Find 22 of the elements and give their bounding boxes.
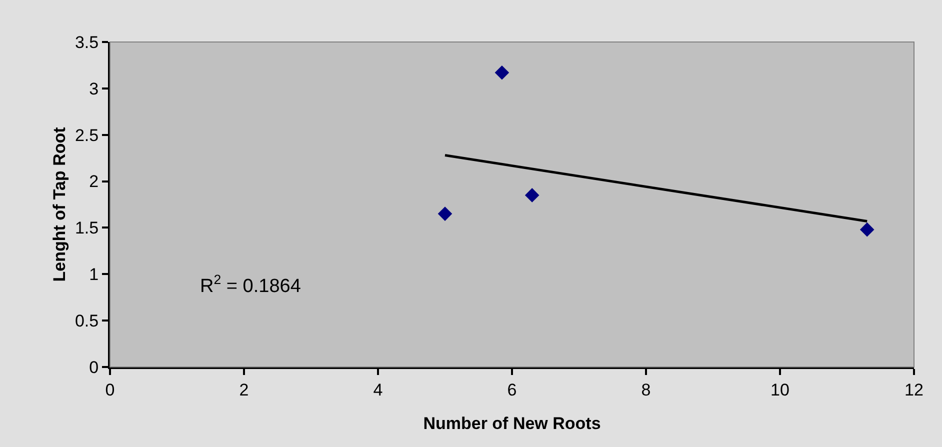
x-tick-label: 8 — [641, 380, 651, 400]
point — [494, 65, 510, 80]
y-tick-label: 0 — [89, 358, 99, 377]
y-tick-label: 2.5 — [74, 126, 99, 145]
x-tick-label: 0 — [105, 380, 115, 400]
x-tick-label: 12 — [904, 380, 924, 400]
annotation: R$^{2}$ = 0.1864 — [200, 272, 302, 297]
point — [860, 222, 874, 237]
y-tick-label: 3 — [89, 79, 99, 98]
y-tick-label: 0.5 — [74, 312, 99, 331]
y-tick-label: 3.5 — [74, 32, 99, 52]
y-tick-label: 2 — [89, 172, 99, 192]
x-tick-label: 2 — [239, 380, 249, 400]
y-tick-label: 1.5 — [74, 218, 99, 238]
x-axis-title: Number of New Roots — [423, 414, 601, 433]
y-tick-label: 1 — [89, 265, 99, 284]
x-tick-label: 4 — [373, 380, 383, 400]
y-axis-title: Lenght of Tap Root — [50, 126, 69, 282]
point — [524, 188, 540, 202]
point — [438, 206, 452, 221]
x-tick-label: 10 — [770, 380, 790, 400]
x-tick-label: 6 — [507, 380, 517, 400]
